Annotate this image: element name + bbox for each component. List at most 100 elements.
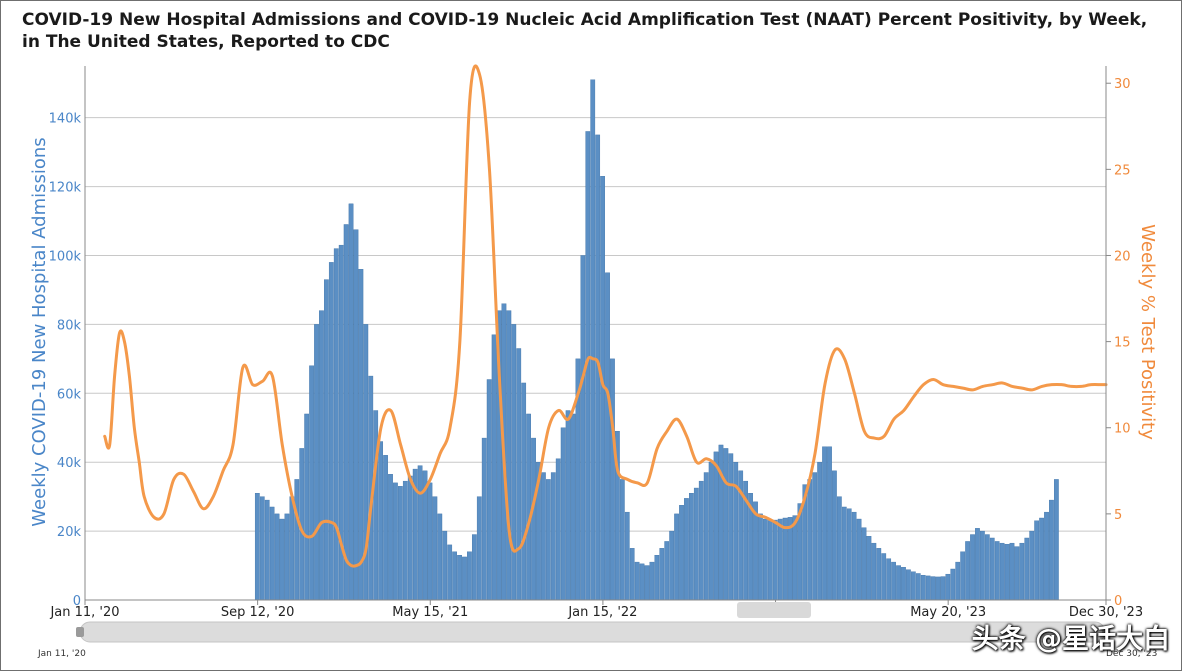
admissions-bar bbox=[836, 496, 842, 601]
x-tick-label: May 20, '23 bbox=[910, 605, 986, 620]
admissions-bar bbox=[407, 475, 413, 601]
left-tick-labels: 0 20k 40k 60k 80k 100k 120k 140k bbox=[49, 112, 82, 609]
admissions-bar bbox=[1029, 530, 1035, 601]
admissions-bar bbox=[545, 479, 551, 601]
admissions-bar bbox=[358, 269, 364, 601]
admissions-bar bbox=[851, 511, 857, 601]
admissions-bar bbox=[654, 555, 660, 601]
admissions-bar bbox=[925, 575, 931, 601]
admissions-bar bbox=[491, 334, 497, 601]
admissions-bar bbox=[713, 451, 719, 601]
left-tick-label: 20k bbox=[57, 525, 82, 540]
admissions-bar bbox=[259, 496, 265, 601]
admissions-bar bbox=[822, 446, 827, 601]
admissions-bar bbox=[1054, 479, 1059, 601]
admissions-bar bbox=[619, 479, 625, 601]
right-tick-label: 25 bbox=[1114, 163, 1131, 178]
admissions-bar bbox=[703, 472, 709, 601]
admissions-bar bbox=[930, 576, 936, 601]
admissions-bar bbox=[1039, 517, 1044, 601]
admissions-bar bbox=[753, 501, 758, 601]
admissions-bar bbox=[432, 496, 438, 601]
admissions-bar bbox=[639, 563, 645, 601]
admissions-bar bbox=[728, 453, 734, 601]
admissions-bar bbox=[669, 530, 675, 601]
admissions-bar bbox=[541, 472, 546, 601]
admissions-bar bbox=[417, 465, 423, 601]
range-selector[interactable]: Jan 11, '20 Dec 30, '23 bbox=[37, 621, 1157, 659]
admissions-bar bbox=[1024, 537, 1030, 601]
admissions-bar bbox=[437, 513, 443, 601]
admissions-bar bbox=[373, 410, 379, 601]
admissions-bar bbox=[906, 569, 911, 601]
admissions-bar bbox=[866, 536, 872, 601]
admissions-bar bbox=[486, 379, 492, 601]
admissions-bar bbox=[861, 527, 867, 601]
admissions-bar bbox=[659, 548, 665, 601]
right-tick-label: 0 bbox=[1114, 594, 1122, 609]
right-tick-label: 10 bbox=[1114, 422, 1131, 437]
admissions-bar bbox=[343, 224, 349, 601]
admissions-bar bbox=[521, 382, 527, 601]
admissions-bar bbox=[807, 479, 813, 601]
admissions-bar bbox=[314, 324, 319, 601]
admissions-bar bbox=[871, 542, 877, 601]
admissions-bar bbox=[817, 461, 822, 601]
admissions-bar bbox=[1014, 546, 1020, 601]
admissions-bar bbox=[580, 255, 586, 601]
admissions-bar bbox=[402, 480, 408, 601]
admissions-bar bbox=[289, 496, 295, 601]
right-tick-label: 15 bbox=[1114, 336, 1131, 351]
admissions-bar bbox=[457, 555, 462, 601]
admissions-bar bbox=[649, 561, 655, 601]
admissions-bar bbox=[999, 542, 1005, 601]
admissions-bar bbox=[846, 508, 852, 601]
admissions-bar bbox=[348, 203, 354, 601]
range-handle-right[interactable] bbox=[1102, 627, 1110, 637]
admissions-bar bbox=[378, 441, 384, 601]
admissions-bar bbox=[624, 511, 630, 601]
admissions-bar bbox=[975, 528, 980, 601]
admissions-bar bbox=[758, 513, 763, 601]
range-handle-left[interactable] bbox=[76, 627, 84, 637]
admissions-bar bbox=[767, 520, 773, 601]
admissions-bar bbox=[476, 496, 482, 601]
admissions-bar bbox=[309, 365, 314, 601]
admissions-bar bbox=[935, 576, 941, 601]
admissions-bar bbox=[462, 556, 467, 601]
admissions-bar bbox=[763, 518, 768, 601]
admissions-bar bbox=[565, 410, 571, 601]
admissions-bar bbox=[555, 458, 561, 601]
admissions-bar bbox=[812, 472, 818, 601]
admissions-bar bbox=[891, 561, 896, 601]
admissions-bar bbox=[388, 474, 393, 601]
admissions-bar bbox=[629, 548, 635, 601]
admissions-bar bbox=[980, 530, 985, 601]
range-selector-track[interactable] bbox=[79, 621, 1106, 643]
admissions-bar bbox=[328, 262, 334, 601]
admissions-bar bbox=[447, 544, 453, 601]
left-tick-label: 120k bbox=[49, 181, 82, 196]
right-axis-title: Weekly % Test Positivity bbox=[1137, 224, 1158, 440]
admissions-bar bbox=[693, 487, 699, 601]
admissions-bar bbox=[570, 413, 576, 601]
admissions-bar bbox=[333, 248, 339, 601]
admissions-bar bbox=[1019, 542, 1025, 601]
admissions-bar bbox=[881, 553, 887, 601]
admissions-bar bbox=[832, 470, 837, 601]
admissions-bar bbox=[955, 561, 961, 601]
admissions-bar bbox=[733, 461, 739, 601]
range-end-label: Dec 30, '23 bbox=[1106, 649, 1157, 659]
chart-title: COVID-19 New Hospital Admissions and COV… bbox=[22, 10, 1148, 52]
admissions-bar bbox=[353, 229, 359, 601]
admissions-bar bbox=[945, 573, 951, 601]
admissions-bar bbox=[274, 513, 280, 601]
left-tick-label: 80k bbox=[57, 318, 82, 333]
admissions-bar bbox=[792, 515, 798, 601]
admissions-bar bbox=[324, 279, 329, 601]
admissions-bar bbox=[269, 506, 275, 601]
admissions-bar bbox=[723, 448, 729, 601]
right-tick-label: 20 bbox=[1114, 249, 1131, 264]
x-tick-label: Jan 15, '22 bbox=[567, 605, 637, 620]
admissions-bar bbox=[531, 437, 536, 601]
